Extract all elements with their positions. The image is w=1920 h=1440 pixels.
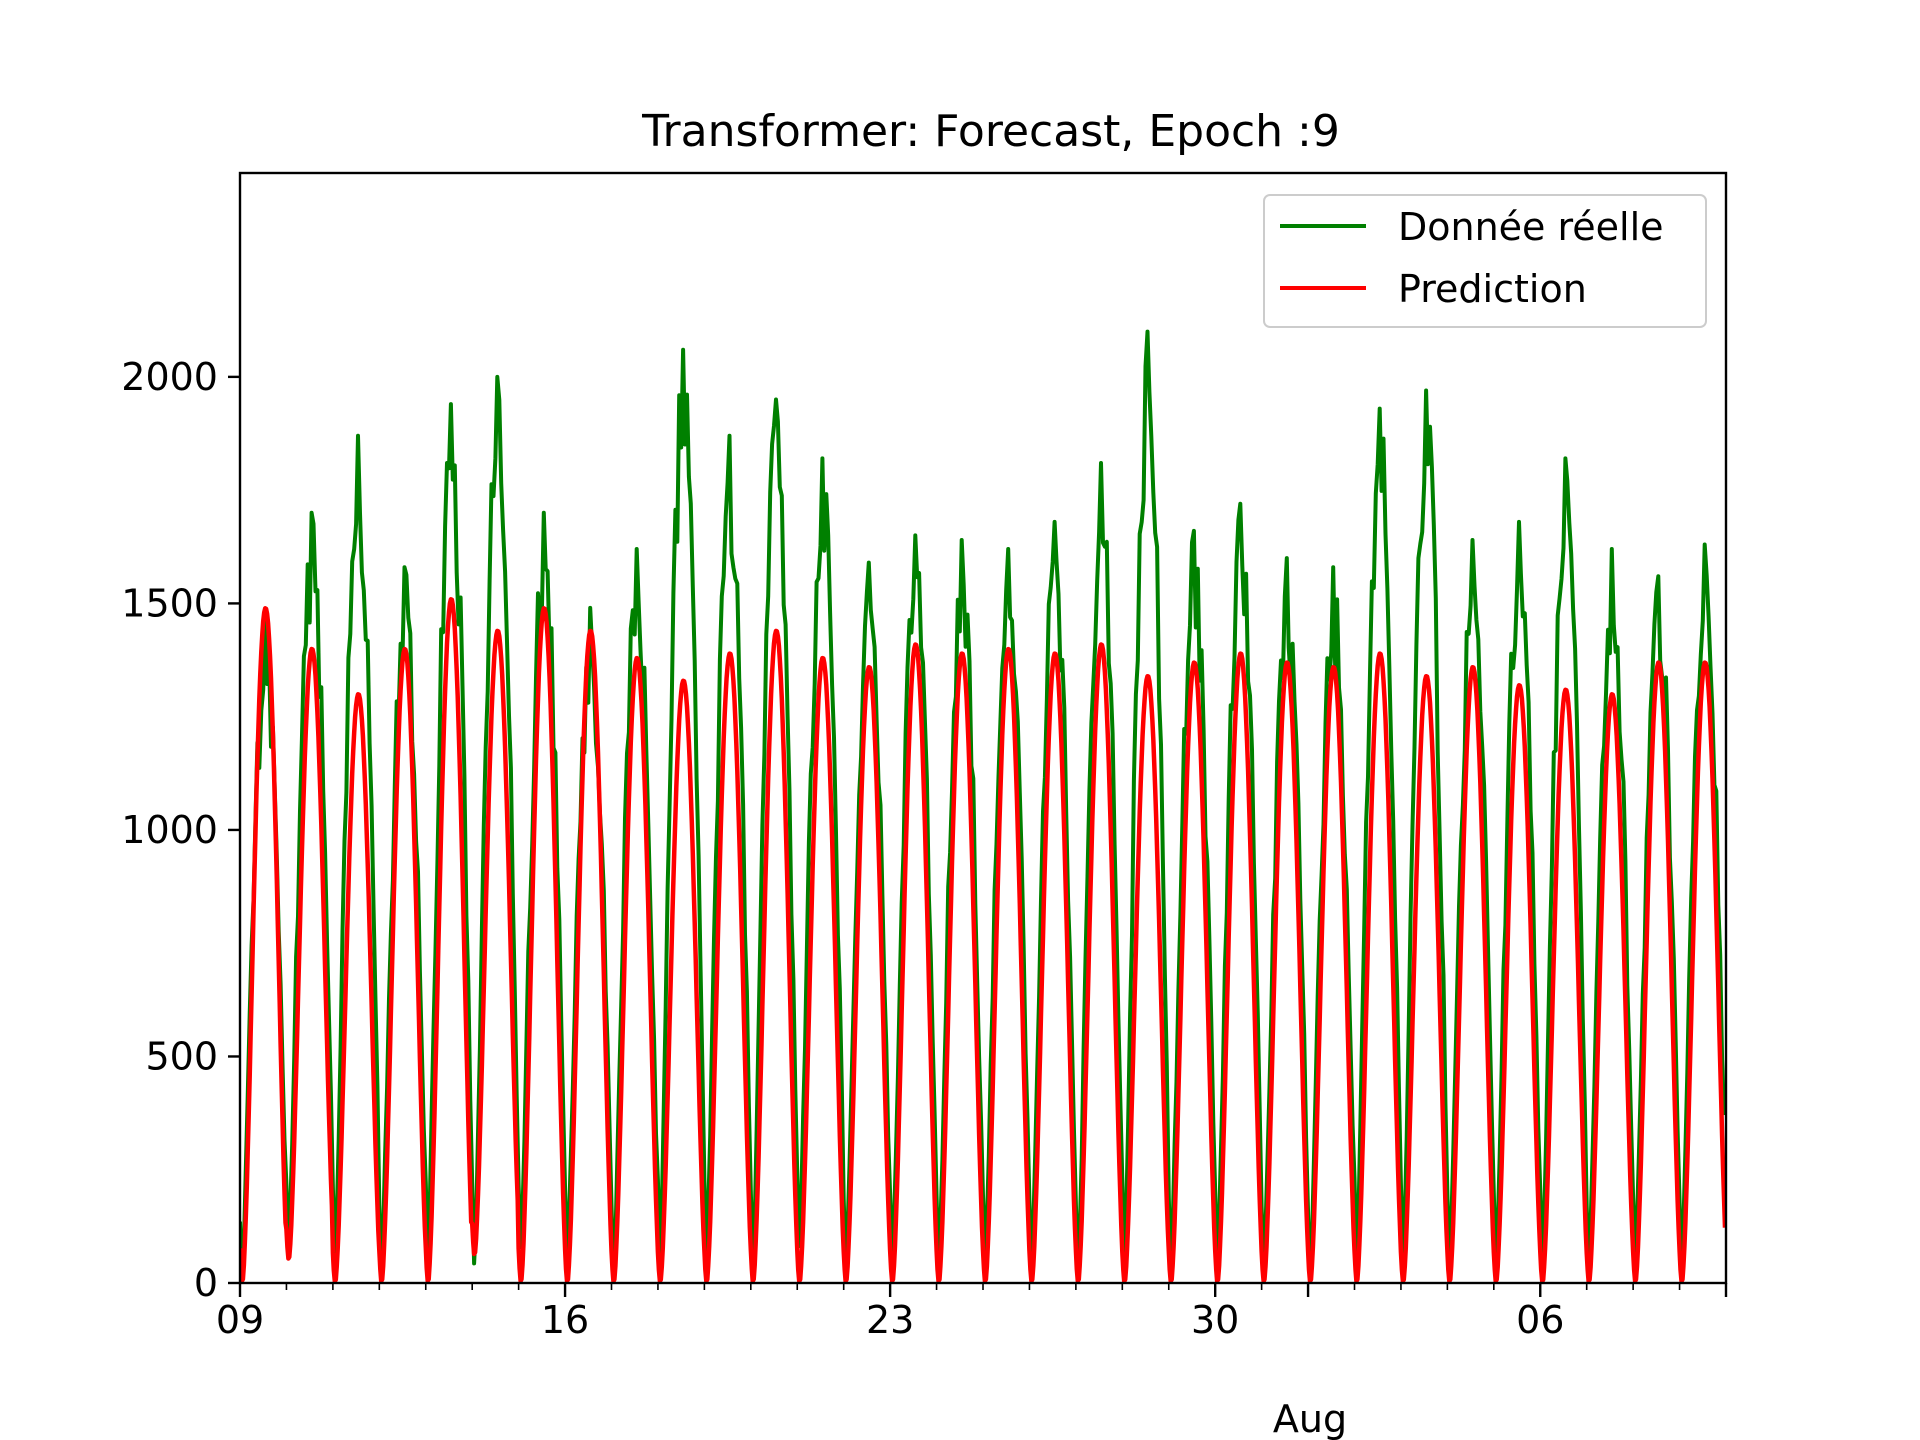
x-tick-label-2: 23: [866, 1298, 914, 1342]
x-tick-label-4: 06: [1516, 1298, 1564, 1342]
legend-label-donnee-reelle: Donnée réelle: [1398, 205, 1664, 249]
x-tick-label-1: 16: [541, 1298, 589, 1342]
x-tick-label-0: 09: [216, 1298, 264, 1342]
series-line-prediction: [240, 597, 1726, 1283]
x-axis: 09 16 23 30 06: [216, 1283, 1728, 1342]
legend-label-prediction: Prediction: [1398, 267, 1587, 311]
x-tick-label-3: 30: [1191, 1298, 1239, 1342]
x-month-label: Aug: [1273, 1397, 1347, 1440]
legend-frame: [1263, 194, 1707, 328]
y-tick-label-2000: 2000: [121, 355, 218, 399]
chart-title: Transformer: Forecast, Epoch :9: [641, 106, 1340, 157]
y-axis: 0 500 1000 1500 2000: [121, 355, 240, 1305]
y-tick-label-0: 0: [194, 1261, 218, 1305]
y-tick-label-1500: 1500: [121, 581, 218, 625]
y-tick-label-500: 500: [145, 1034, 218, 1078]
legend: Donnée réelle Prediction: [1263, 194, 1707, 328]
y-tick-label-1000: 1000: [121, 808, 218, 852]
series-layer: [240, 329, 1726, 1283]
